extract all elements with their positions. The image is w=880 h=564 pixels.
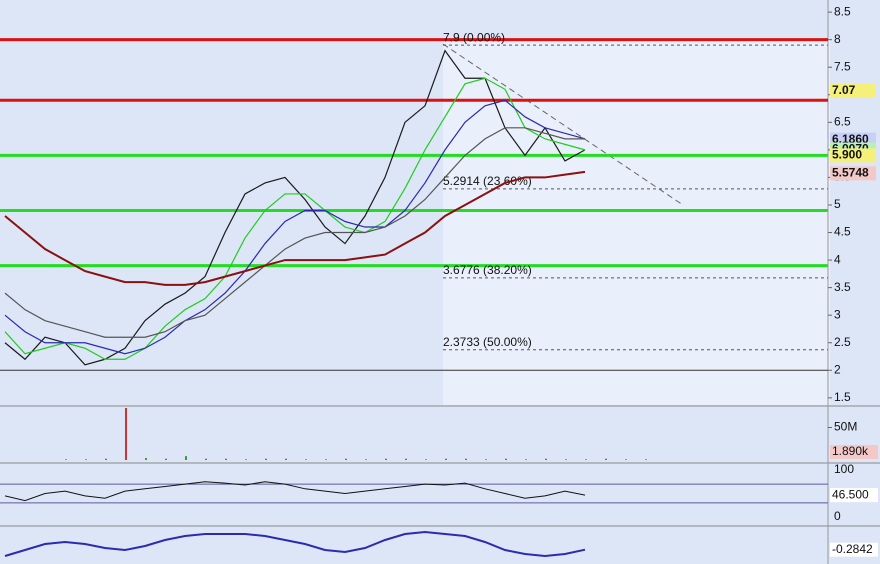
y-tick-label: 5 [834, 197, 841, 211]
volume-bar [425, 459, 427, 460]
fib-zone [443, 40, 830, 405]
volume-bar [405, 458, 407, 460]
y-tick-label: 7.5 [834, 59, 851, 73]
y-tick-label: 100 [834, 462, 854, 476]
volume-bar [265, 458, 267, 460]
volume-bar [325, 459, 327, 460]
y-tick-label: 1.5 [834, 390, 851, 404]
series-line [4, 530, 586, 558]
volume-bar [105, 458, 107, 460]
volume-bar [525, 459, 527, 460]
y-tick-label: 3 [834, 307, 841, 321]
volume-bar [165, 458, 167, 460]
volume-bar [445, 458, 447, 460]
series-line [4, 127, 585, 338]
volume-bar [585, 459, 587, 460]
price-tag [830, 148, 876, 163]
volume-bar [625, 459, 627, 460]
y-tick-label: 8 [834, 32, 841, 46]
volume-bar [125, 408, 127, 460]
rsi-tag-label: 46.500 [832, 487, 869, 501]
price-tag-label: 6.1860 [832, 132, 869, 146]
volume-bar [605, 458, 607, 460]
fib-label: 3.6776 (38.20%) [443, 263, 532, 277]
volume-tag-label: 1.890k [832, 444, 869, 458]
y-tick-label: 4 [834, 252, 841, 266]
volume-bar [245, 459, 247, 460]
series-line [4, 481, 586, 502]
price-tag-label: 7.07 [832, 83, 856, 97]
macd-tag-label: -0.2842 [832, 542, 873, 556]
volume-bar [65, 459, 67, 460]
volume-bar [545, 458, 547, 460]
price-tag [830, 83, 876, 98]
y-tick-label: 2.5 [834, 335, 851, 349]
volume-bar [305, 459, 307, 460]
fib-label: 7.9 (0.00%) [443, 30, 505, 44]
volume-bar [565, 459, 567, 460]
y-tick-label: 50M [834, 420, 857, 434]
series-line [4, 77, 586, 360]
volume-bar [225, 458, 227, 460]
volume-bar [385, 458, 387, 460]
volume-bar [205, 458, 207, 460]
y-tick-label: 0 [834, 509, 841, 523]
volume-tag [830, 445, 878, 459]
price-tag [830, 166, 876, 181]
volume-bar [465, 458, 467, 460]
volume-bar [485, 459, 487, 460]
y-tick-label: 3.5 [834, 280, 851, 294]
rsi-tag [830, 488, 878, 503]
fib-label: 2.3733 (50.00%) [443, 335, 532, 349]
trendline [442, 43, 684, 206]
y-tick-label: 6.5 [834, 114, 851, 128]
fib-label: 5.2914 (23.60%) [443, 174, 532, 188]
price-tag-label: 5.5748 [832, 165, 869, 179]
volume-bar [185, 456, 187, 460]
volume-bar [365, 459, 367, 460]
y-tick-label: 2 [834, 362, 841, 376]
volume-bar [505, 458, 507, 460]
volume-bar [285, 458, 287, 460]
y-tick-label: 8.5 [834, 4, 851, 18]
macd-tag [830, 542, 878, 557]
series-line [4, 170, 586, 286]
series-line [4, 49, 586, 366]
volume-bar [645, 459, 647, 460]
volume-bar [85, 459, 87, 460]
volume-bar [345, 458, 347, 460]
price-tag-label: 5.900 [832, 148, 862, 162]
series-line [4, 99, 586, 355]
volume-bar [145, 458, 147, 460]
y-tick-label: 4.5 [834, 225, 851, 239]
